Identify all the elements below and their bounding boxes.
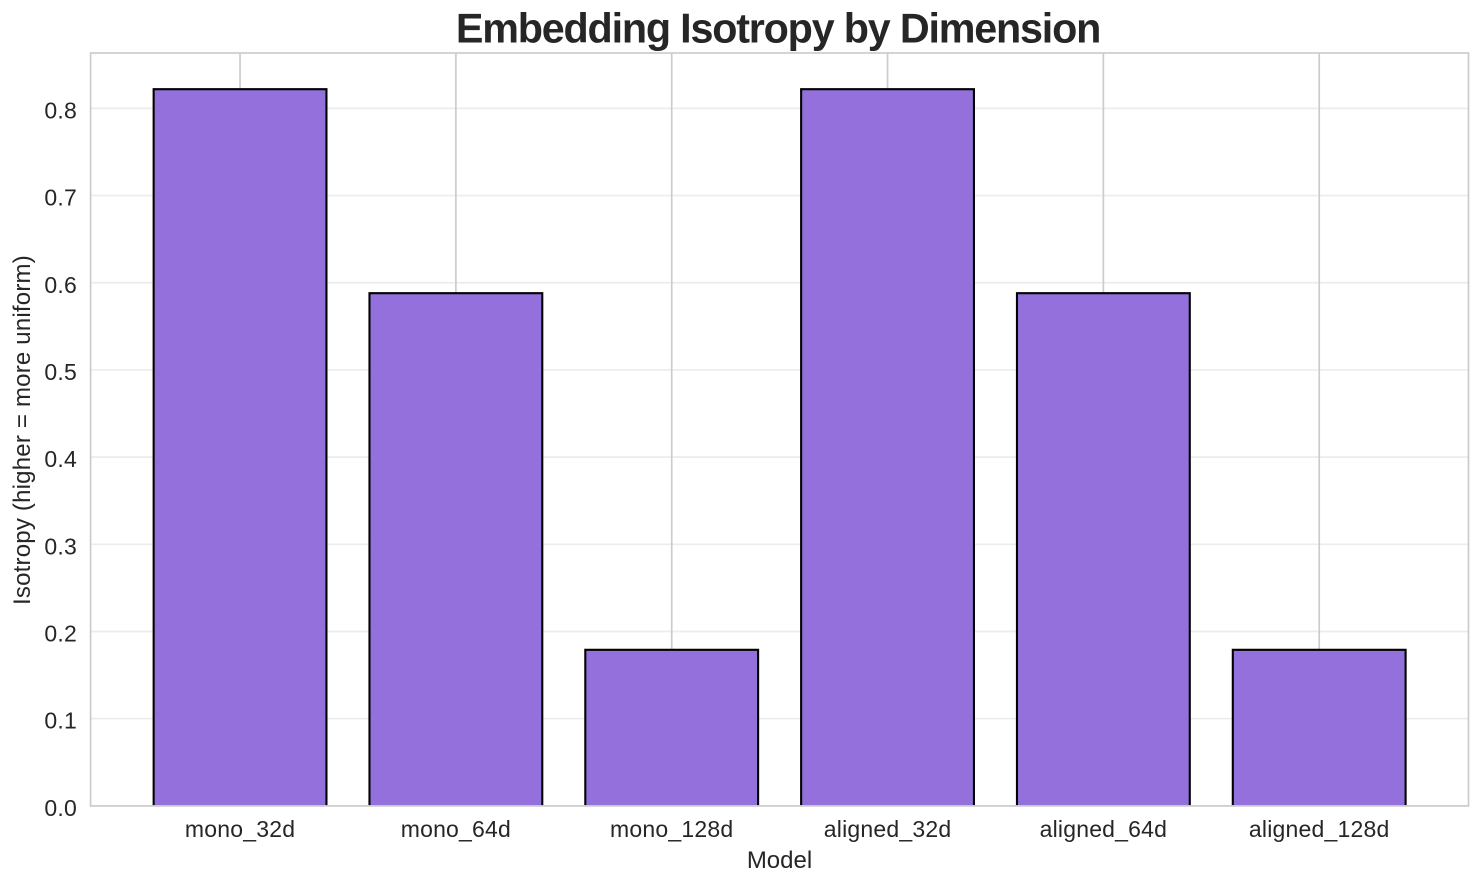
svg-text:0.3: 0.3 (44, 533, 77, 559)
svg-text:0.4: 0.4 (44, 446, 77, 472)
svg-text:Embedding Isotropy by Dimensio: Embedding Isotropy by Dimension (456, 6, 1100, 52)
svg-text:Model: Model (747, 847, 812, 874)
svg-text:mono_64d: mono_64d (401, 816, 511, 842)
svg-text:0.6: 0.6 (44, 272, 77, 298)
svg-text:0.2: 0.2 (44, 621, 77, 647)
svg-text:mono_128d: mono_128d (610, 816, 733, 842)
svg-text:0.5: 0.5 (44, 359, 77, 385)
svg-text:aligned_128d: aligned_128d (1249, 816, 1390, 842)
svg-text:0.0: 0.0 (44, 795, 77, 821)
svg-text:0.8: 0.8 (44, 97, 77, 123)
svg-text:Isotropy (higher = more unifor: Isotropy (higher = more uniform) (9, 255, 36, 605)
svg-text:0.1: 0.1 (44, 708, 77, 734)
svg-text:aligned_32d: aligned_32d (824, 816, 952, 842)
svg-text:0.7: 0.7 (44, 185, 77, 211)
svg-text:aligned_64d: aligned_64d (1040, 816, 1168, 842)
svg-text:mono_32d: mono_32d (185, 816, 295, 842)
